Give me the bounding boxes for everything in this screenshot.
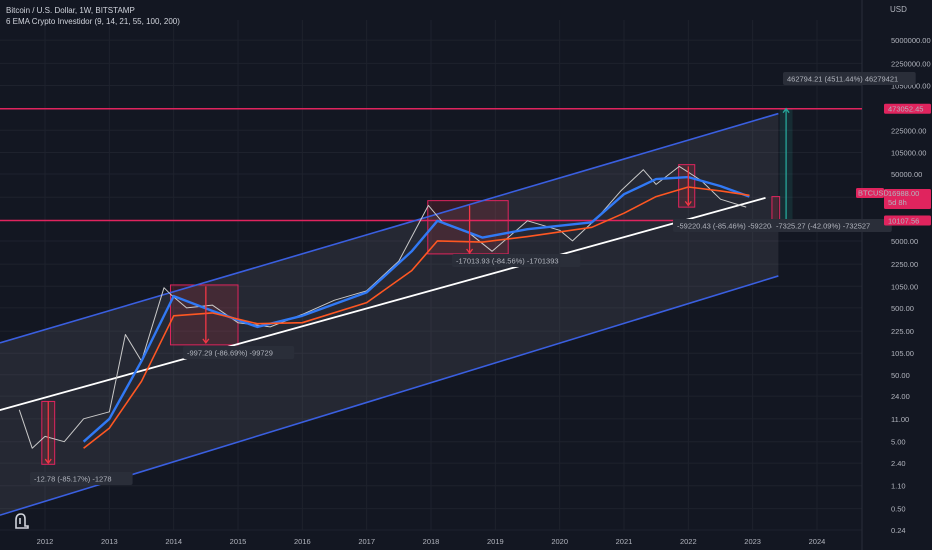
y-tick-label: 105000.00 xyxy=(891,148,926,157)
x-tick-label: 2012 xyxy=(37,537,54,546)
x-tick-label: 2024 xyxy=(809,537,826,546)
drop-2018-label: -17013.93 (-84.56%) -1701393 xyxy=(456,257,559,266)
y-tick-label: 225.00 xyxy=(891,327,914,336)
y-tick-label: 0.24 xyxy=(891,526,906,535)
bottom-level-badge-bg xyxy=(884,215,931,226)
y-tick-label: 50000.00 xyxy=(891,170,922,179)
measure-annotations: 462794.21 (4511.44%) 46279421 -12.78 (-85… xyxy=(30,72,916,485)
channel-border-line xyxy=(0,112,779,344)
drop-2014-label: -997.29 (-86.69%) -99729 xyxy=(187,349,273,358)
price-series-line xyxy=(82,175,750,443)
y-tick-label: 105.00 xyxy=(891,349,914,358)
x-tick-label: 2014 xyxy=(165,537,182,546)
time-axis: 2012 2013 2014 2015 2016 2017 2018 2019 2020 2021… xyxy=(37,537,826,546)
drop-range-box xyxy=(427,200,509,255)
symbol-title[interactable]: Bitcoin / U.S. Dollar, 1W, BITSTAMP xyxy=(6,6,135,15)
drop-2018-label-bg xyxy=(452,254,581,267)
x-tick-label: 2013 xyxy=(101,537,118,546)
y-tick-label: 11.00 xyxy=(891,415,909,424)
y-tick-label: 0.50 xyxy=(891,505,906,514)
x-tick-label: 2019 xyxy=(487,537,504,546)
x-tick-label: 2022 xyxy=(680,537,697,546)
x-tick-label: 2017 xyxy=(358,537,375,546)
drop-2022-label: -59220.43 (-85.46%) -5922043 xyxy=(677,222,780,231)
bottom-level-badge: 10107.56 xyxy=(888,216,919,225)
drop-2022-label-bg xyxy=(673,219,802,232)
price-series-line xyxy=(83,186,750,449)
symbol-badge-bg xyxy=(856,188,884,198)
rise-measure-label: 462794.21 (4511.44%) 46279421 xyxy=(787,75,898,84)
trend-line xyxy=(0,197,766,411)
y-tick-label: 500.00 xyxy=(891,304,914,313)
drop-2011-label: -12.78 (-85.17%) -1278 xyxy=(34,475,112,484)
drop-arrow-head xyxy=(466,248,474,255)
y-tick-label: 5.00 xyxy=(891,438,906,447)
y-tick-label: 50.00 xyxy=(891,371,910,380)
chart-series xyxy=(18,165,750,449)
bar-countdown: 5d 8h xyxy=(888,198,907,207)
y-tick-label: 1.10 xyxy=(891,482,906,491)
drop-2014-label-bg xyxy=(183,346,295,359)
channel-fill xyxy=(0,113,779,516)
y-tick-label: 1050000.00 xyxy=(891,82,931,91)
drop-range-box xyxy=(771,196,781,222)
y-tick-label: 5000.00 xyxy=(891,237,918,246)
drop-2023-label-bg xyxy=(772,219,892,232)
x-tick-label: 2023 xyxy=(744,537,761,546)
x-tick-label: 2021 xyxy=(616,537,633,546)
y-tick-label: 2250.00 xyxy=(891,260,918,269)
x-tick-label: 2018 xyxy=(423,537,440,546)
x-tick-label: 2020 xyxy=(551,537,568,546)
drop-2011-label-bg xyxy=(30,472,133,485)
y-tick-label: 225000.00 xyxy=(891,126,926,135)
last-price-value: 16988.00 xyxy=(888,189,919,198)
drawing-boxes xyxy=(0,108,793,516)
y-tick-label: 24.00 xyxy=(891,392,910,401)
drop-arrow-head xyxy=(202,338,210,344)
y-tick-label: 1050.00 xyxy=(891,282,918,291)
symbol-badge: BTCUSD xyxy=(858,189,889,198)
x-tick-label: 2016 xyxy=(294,537,311,546)
y-tick-label: 2250000.00 xyxy=(891,59,931,68)
y-tick-label: 2.40 xyxy=(891,459,906,468)
indicator-title[interactable]: 6 EMA Crypto Investidor (9, 14, 21, 55, … xyxy=(6,17,180,26)
drop-2023-label: -7325.27 (-42.09%) -732527 xyxy=(776,222,870,231)
rise-arrow-head xyxy=(782,107,790,114)
drop-arrow-head xyxy=(684,200,692,207)
drop-range-box xyxy=(678,164,696,208)
top-level-badge: 473052.45 xyxy=(888,105,923,114)
x-tick-label: 2015 xyxy=(230,537,247,546)
drop-arrow-head xyxy=(44,458,52,465)
top-level-badge-bg xyxy=(884,103,931,114)
chart-legend: Bitcoin / U.S. Dollar, 1W, BITSTAMP 6 EM… xyxy=(6,5,180,27)
chart-grid xyxy=(0,0,863,550)
last-price-badge-bg xyxy=(884,189,931,209)
y-tick-label: 5000000.00 xyxy=(891,36,931,45)
rise-measure-label-bg xyxy=(783,72,916,85)
currency-label: USD xyxy=(890,5,907,14)
tradingview-logo-icon[interactable] xyxy=(15,513,29,529)
